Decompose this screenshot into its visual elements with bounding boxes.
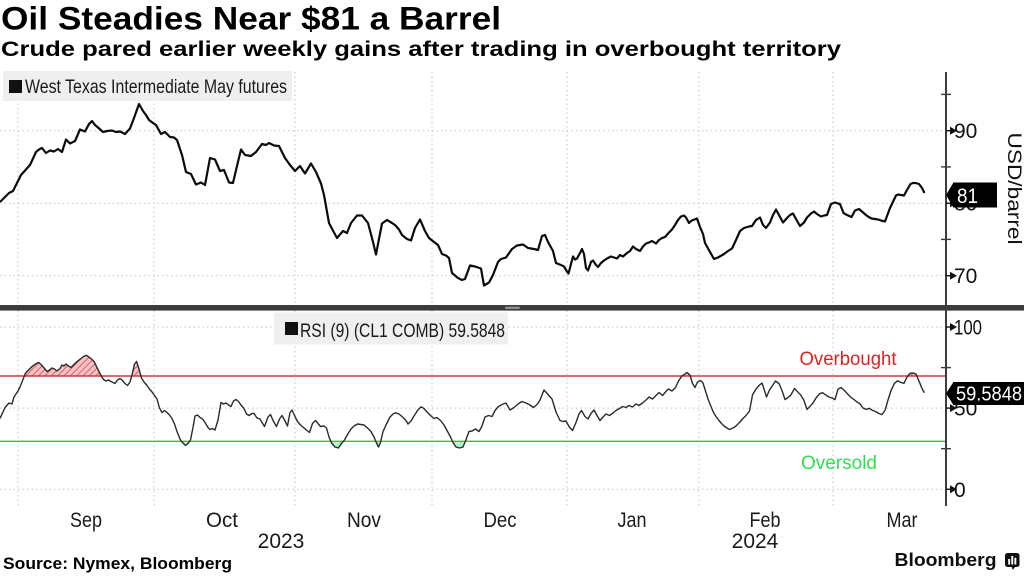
svg-text:Bloomberg: Bloomberg <box>895 549 997 570</box>
svg-text:Mar: Mar <box>887 509 918 532</box>
svg-text:59.5848: 59.5848 <box>956 384 1022 406</box>
svg-text:Oil Steadies Near $81 a Barrel: Oil Steadies Near $81 a Barrel <box>1 1 501 37</box>
svg-text:100: 100 <box>954 317 982 340</box>
svg-text:USD/barrel: USD/barrel <box>1003 133 1024 245</box>
svg-text:Sep: Sep <box>70 509 102 532</box>
svg-text:Nov: Nov <box>347 509 381 532</box>
svg-text:90: 90 <box>954 120 977 143</box>
svg-text:0: 0 <box>954 479 966 502</box>
svg-text:RSI (9) (CL1 COMB) 59.5848: RSI (9) (CL1 COMB) 59.5848 <box>300 320 505 342</box>
svg-text:2024: 2024 <box>732 530 779 553</box>
svg-text:Dec: Dec <box>484 509 517 532</box>
svg-text:Source: Nymex, Bloomberg: Source: Nymex, Bloomberg <box>3 555 232 573</box>
svg-text:81: 81 <box>957 185 978 208</box>
svg-text:2023: 2023 <box>258 530 305 553</box>
svg-text:Crude pared earlier weekly gai: Crude pared earlier weekly gains after t… <box>1 37 841 61</box>
svg-text:70: 70 <box>954 265 977 288</box>
svg-text:Feb: Feb <box>750 509 781 532</box>
svg-text:Overbought: Overbought <box>800 348 898 370</box>
svg-text:West Texas Intermediate May fu: West Texas Intermediate May futures <box>25 76 287 98</box>
svg-text:Jan: Jan <box>618 509 647 532</box>
svg-text:Oct: Oct <box>206 509 238 532</box>
svg-text:Oversold: Oversold <box>801 452 877 474</box>
